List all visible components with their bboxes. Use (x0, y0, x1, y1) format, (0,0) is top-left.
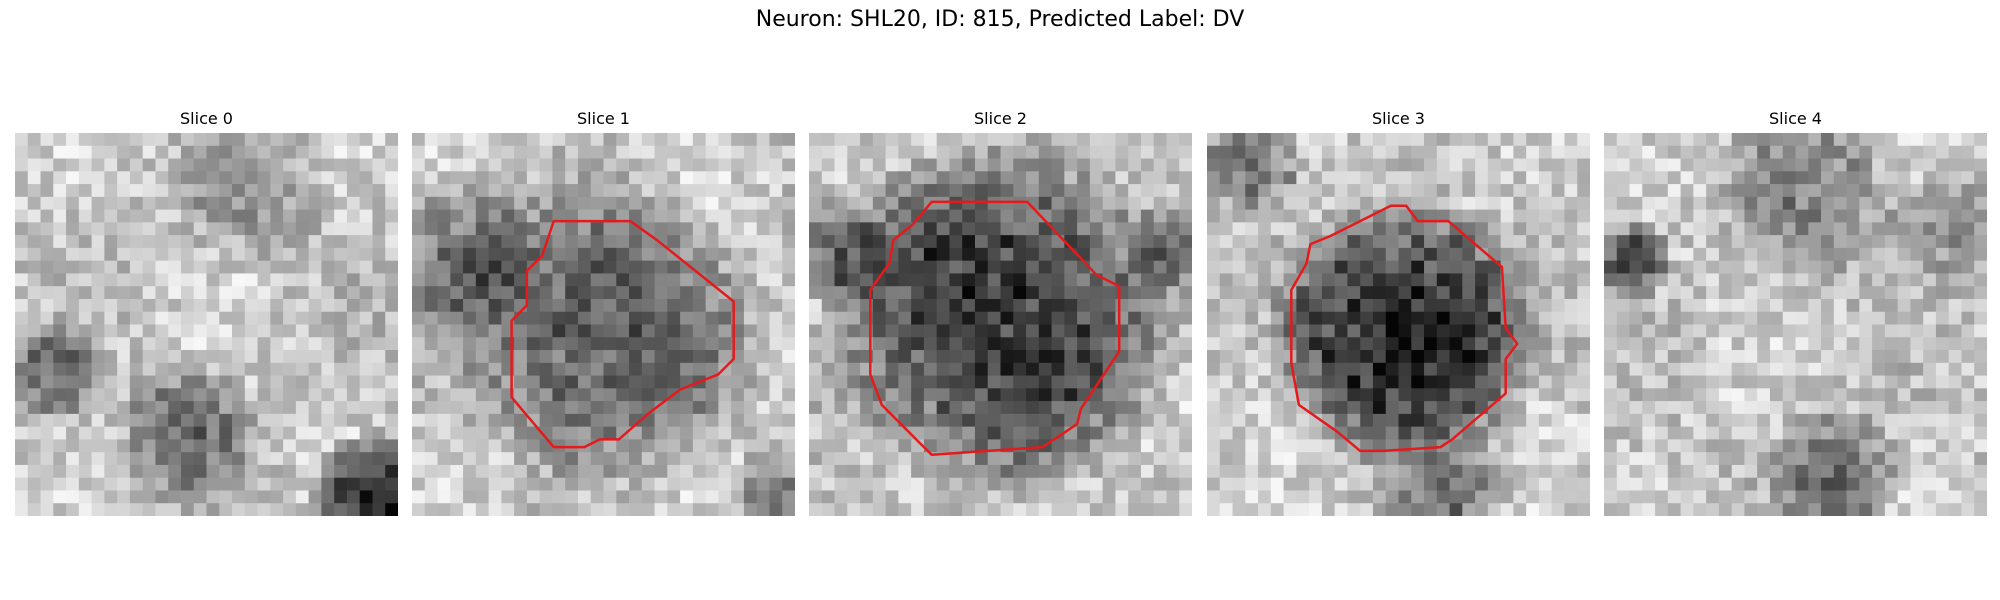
slice-image (1604, 133, 1987, 516)
segmentation-contour (869, 200, 1121, 456)
panel-title: Slice 0 (180, 109, 233, 128)
panel-slice-0: Slice 0 (15, 108, 398, 516)
panel-title: Slice 3 (1372, 109, 1425, 128)
panel-title: Slice 2 (974, 109, 1027, 128)
panel-slice-3: Slice 3 (1207, 108, 1590, 516)
slice-image (1207, 133, 1590, 516)
slice-image (412, 133, 795, 516)
pixel-grid (1604, 133, 1987, 516)
panel-title: Slice 1 (577, 109, 630, 128)
slice-image (15, 133, 398, 516)
panel-slice-4: Slice 4 (1604, 108, 1987, 516)
pixel-grid (412, 133, 795, 516)
pixel-grid (1207, 133, 1590, 516)
segmentation-contour (1290, 204, 1519, 453)
panel-slice-2: Slice 2 (809, 108, 1192, 516)
pixel-grid (15, 133, 398, 516)
pixel-grid (809, 133, 1192, 516)
figure-title: Neuron: SHL20, ID: 815, Predicted Label:… (755, 7, 1245, 32)
panel-slice-1: Slice 1 (412, 108, 795, 516)
panel-title: Slice 4 (1769, 109, 1822, 128)
segmentation-contour (510, 219, 735, 449)
slice-image (809, 133, 1192, 516)
